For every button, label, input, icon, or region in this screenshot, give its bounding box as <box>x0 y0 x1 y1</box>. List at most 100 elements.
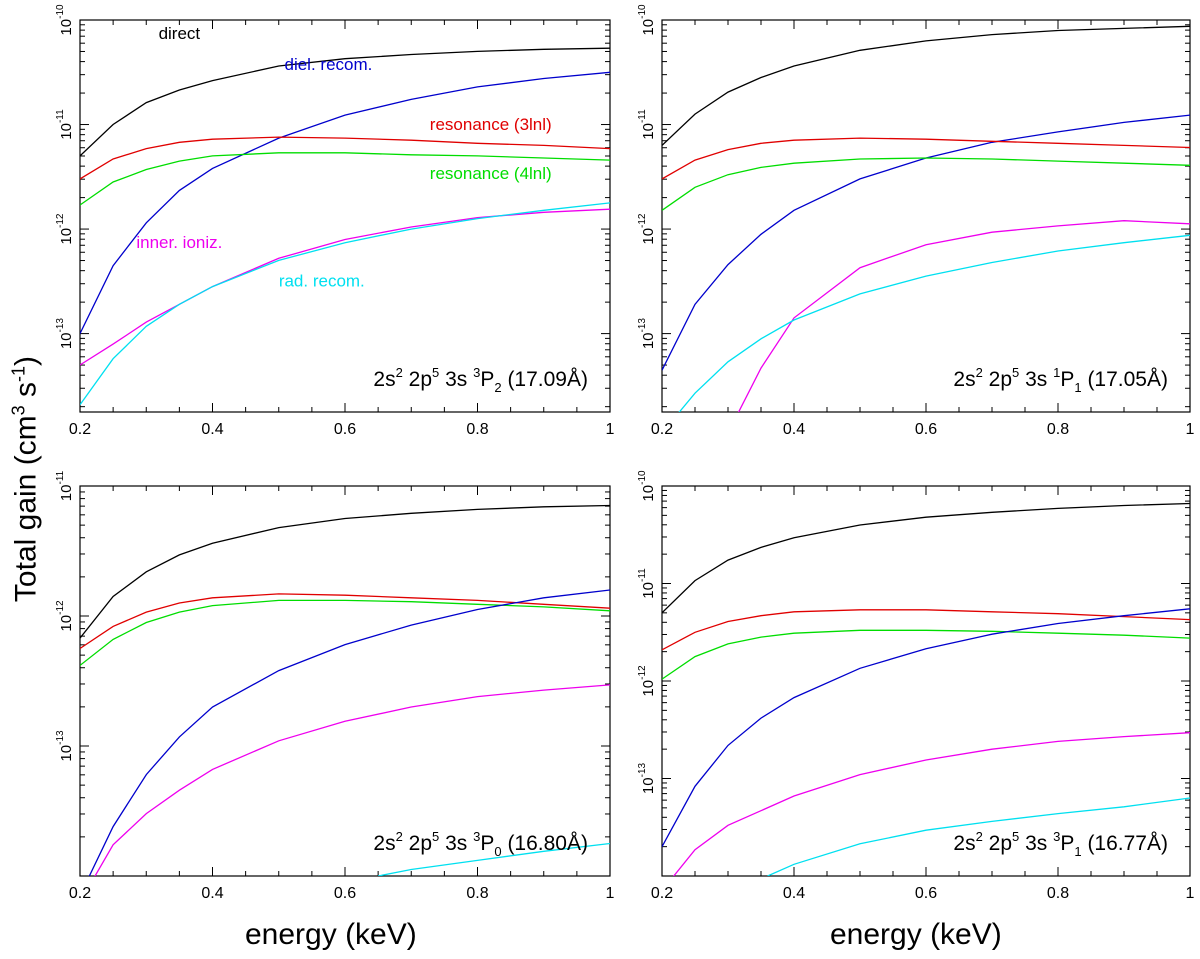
y-tick-label: 10-10 <box>637 4 657 36</box>
x-tick-label: 0.2 <box>651 421 673 438</box>
series-line-resonance-3lnl <box>80 136 610 180</box>
transition-label-part: 0 <box>494 844 501 859</box>
y-tick-base: 10 <box>640 777 657 794</box>
x-tick-label: 0.6 <box>334 885 356 902</box>
series-line-diel-recom <box>88 589 610 876</box>
x-tick-label: 0.8 <box>466 421 488 438</box>
series-line-resonance-3lnl <box>80 593 610 650</box>
y-tick-base: 10 <box>58 19 75 36</box>
panel-top-left: 0.2 0.4 0.6 0.8 110-1010-1110-1210-13directd… <box>55 4 615 438</box>
y-axis-title-text: Total gain (cm <box>9 415 43 603</box>
y-tick-label: 10-10 <box>637 470 657 502</box>
series-line-rad-recom <box>80 202 610 406</box>
x-tick-label: 1 <box>606 885 615 902</box>
transition-label-part: (17.05Å) <box>1082 368 1168 391</box>
y-tick-exp: -10 <box>637 4 648 19</box>
x-tick-label: 0.4 <box>783 421 805 438</box>
y-tick-exp: -13 <box>637 318 648 333</box>
y-tick-base: 10 <box>640 332 657 349</box>
y-tick-label: 10-11 <box>55 109 75 140</box>
curve-label: resonance (4lnl) <box>430 164 552 183</box>
y-axis-title: Total gain (cm3 s-1) <box>9 356 44 602</box>
series-line-rad-recom <box>767 797 1190 876</box>
x-tick-label: 0.8 <box>1047 885 1069 902</box>
transition-label: 2s2 2p5 3s 3P1 (16.77Å) <box>953 829 1168 859</box>
y-tick-base: 10 <box>58 123 75 140</box>
y-tick-label: 10-10 <box>55 4 75 36</box>
x-axis-title-left: energy (keV) <box>245 918 417 951</box>
y-tick-base: 10 <box>640 582 657 599</box>
series-line-resonance-3lnl <box>662 609 1190 651</box>
y-tick-exp: -13 <box>637 762 648 777</box>
y-tick-exp: -11 <box>55 109 66 123</box>
y-tick-exp: -11 <box>637 568 648 582</box>
y-tick-exp: -12 <box>637 213 648 228</box>
plot-frame <box>79 19 611 413</box>
transition-label-part: 5 <box>1012 829 1019 844</box>
series-line-inner-ioniz <box>94 684 610 876</box>
series-line-direct <box>80 504 610 639</box>
transition-label-part: 3 <box>1053 829 1060 844</box>
y-tick-exp: -10 <box>55 4 66 19</box>
transition-label-part: (16.80Å) <box>502 832 588 855</box>
series-line-diel-recom <box>662 114 1190 371</box>
x-tick-label: 0.8 <box>1047 421 1069 438</box>
transition-label-part: 3s <box>1019 832 1053 855</box>
curve-label: inner. ioniz. <box>136 233 222 252</box>
transition-label-part: 3 <box>473 365 480 380</box>
transition-label-part: P <box>480 832 494 855</box>
x-tick-label: 1 <box>1186 885 1195 902</box>
transition-label-part: 2p <box>983 832 1012 855</box>
y-tick-label: 10-12 <box>637 213 657 245</box>
x-tick-label: 1 <box>606 421 615 438</box>
y-tick-exp: -13 <box>55 318 66 333</box>
transition-label-part: 3s <box>1019 368 1053 391</box>
series-group <box>80 47 610 406</box>
series-line-rad-recom <box>377 842 610 876</box>
y-tick-base: 10 <box>58 332 75 349</box>
y-tick-label: 10-11 <box>637 109 657 140</box>
transition-label-part: 3 <box>473 829 480 844</box>
transition-label-part: 2 <box>396 365 403 380</box>
x-tick-label: 1 <box>1186 421 1195 438</box>
series-line-inner-ioniz <box>737 220 1190 412</box>
transition-label: 2s2 2p5 3s 3P0 (16.80Å) <box>373 829 588 859</box>
series-group <box>662 25 1190 412</box>
y-tick-exp: -11 <box>637 109 648 123</box>
transition-label-part: P <box>1060 368 1074 391</box>
y-tick-label: 10-12 <box>55 213 75 245</box>
transition-label-part: 2s <box>953 832 975 855</box>
transition-label-part: 1 <box>1074 844 1081 859</box>
y-tick-label: 10-12 <box>637 665 657 697</box>
transition-label-part: 1 <box>1053 365 1060 380</box>
series-line-diel-recom <box>80 71 610 334</box>
plot-frame <box>661 485 1191 877</box>
y-tick-label: 10-13 <box>55 318 75 350</box>
curve-label: rad. recom. <box>279 272 365 291</box>
series-group <box>662 502 1190 876</box>
transition-label-part: 1 <box>1074 380 1081 395</box>
x-tick-label: 0.2 <box>69 885 91 902</box>
transition-label-part: (16.77Å) <box>1082 832 1168 855</box>
x-axis-title-right: energy (keV) <box>830 918 1002 951</box>
y-tick-label: 10-13 <box>55 730 75 762</box>
y-tick-base: 10 <box>58 485 75 502</box>
transition-label-part: 2 <box>494 380 501 395</box>
y-tick-base: 10 <box>640 485 657 502</box>
series-line-resonance-4lnl <box>80 599 610 666</box>
x-tick-label: 0.8 <box>466 885 488 902</box>
y-tick-label: 10-13 <box>637 762 657 794</box>
transition-label-part: 2 <box>396 829 403 844</box>
transition-label-part: 2p <box>403 832 432 855</box>
y-axis-title-exp2: -1 <box>8 365 29 382</box>
series-line-resonance-4lnl <box>80 152 610 206</box>
y-tick-exp: -13 <box>55 730 66 745</box>
y-tick-label: 10-12 <box>55 600 75 632</box>
y-tick-base: 10 <box>58 228 75 245</box>
y-tick-base: 10 <box>640 680 657 697</box>
transition-label-part: 5 <box>432 365 439 380</box>
transition-label-part: 2 <box>976 365 983 380</box>
series-line-direct <box>662 502 1190 614</box>
